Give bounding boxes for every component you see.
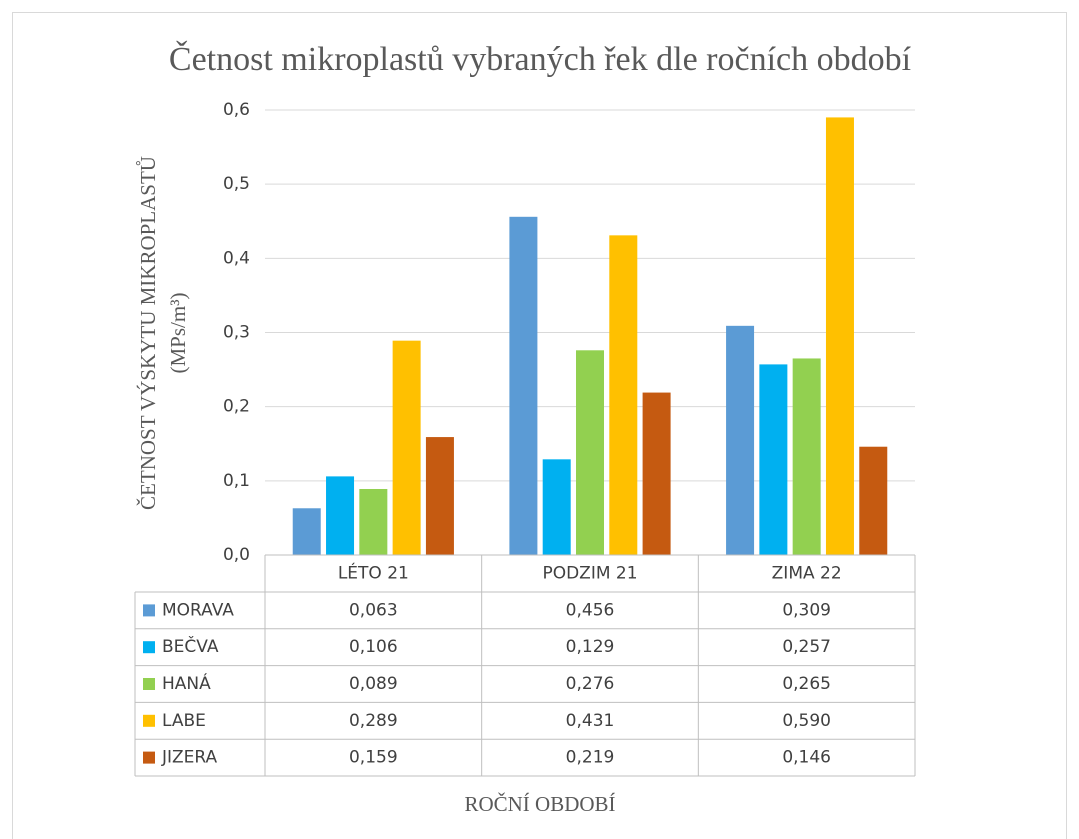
y-tick-label: 0,1 <box>223 471 250 491</box>
table-value: 0,309 <box>782 600 831 620</box>
y-axis-label-line: ČETNOST VÝSKYTU MIKROPLASTŮ <box>136 156 160 510</box>
legend-swatch <box>143 641 155 654</box>
legend-label: MORAVA <box>162 600 234 620</box>
x-tick-label: ZIMA 22 <box>772 564 842 584</box>
bar <box>292 508 321 555</box>
table-value: 0,106 <box>349 637 398 657</box>
y-tick-label: 0,0 <box>223 545 250 565</box>
legend-label: BEČVA <box>162 635 219 657</box>
bar <box>609 235 638 555</box>
y-tick-label: 0,2 <box>223 397 250 417</box>
bar <box>859 446 888 555</box>
chart-title: Četnost mikroplastů vybraných řek dle ro… <box>169 40 912 78</box>
bar <box>726 325 755 555</box>
table-value: 0,431 <box>566 711 615 731</box>
bar <box>359 488 388 555</box>
bar <box>392 340 421 555</box>
table-value: 0,063 <box>349 600 398 620</box>
table-value: 0,146 <box>782 748 831 768</box>
table-value: 0,456 <box>566 600 615 620</box>
legend-label: JIZERA <box>161 748 218 768</box>
y-axis-label-line: (MPs/m³) <box>166 293 190 374</box>
bar <box>792 358 821 555</box>
bar <box>576 350 604 555</box>
bar <box>326 476 355 555</box>
bar <box>825 117 854 556</box>
bar <box>759 364 788 555</box>
bar <box>542 459 571 555</box>
y-axis-label: ČETNOST VÝSKYTU MIKROPLASTŮ (MPs/m³) <box>136 156 190 510</box>
table-value: 0,129 <box>566 637 615 657</box>
y-tick-label: 0,4 <box>223 248 250 268</box>
table-value: 0,276 <box>566 674 615 694</box>
x-tick-label: LÉTO 21 <box>338 562 409 584</box>
bar <box>642 392 671 555</box>
legend-swatch <box>143 751 155 764</box>
table-value: 0,265 <box>782 674 831 694</box>
table-value: 0,590 <box>782 711 831 731</box>
legend-swatch <box>143 714 155 727</box>
x-tick-label: PODZIM 21 <box>542 564 637 584</box>
table-value: 0,289 <box>349 711 398 731</box>
table-value: 0,089 <box>349 674 398 694</box>
legend-swatch <box>143 678 155 690</box>
y-tick-label: 0,6 <box>223 100 250 120</box>
x-axis-label: ROČNÍ OBDOBÍ <box>464 792 615 816</box>
bar <box>425 437 454 555</box>
bar <box>509 216 538 556</box>
y-tick-label: 0,3 <box>223 323 250 343</box>
table-value: 0,219 <box>566 748 615 768</box>
legend-swatch <box>143 604 155 617</box>
table-value: 0,257 <box>782 637 831 657</box>
y-tick-label: 0,5 <box>223 174 250 194</box>
table-value: 0,159 <box>349 748 398 768</box>
legend-label: HANÁ <box>162 672 211 694</box>
chart-frame <box>12 12 1067 839</box>
legend-label: LABE <box>162 711 206 731</box>
